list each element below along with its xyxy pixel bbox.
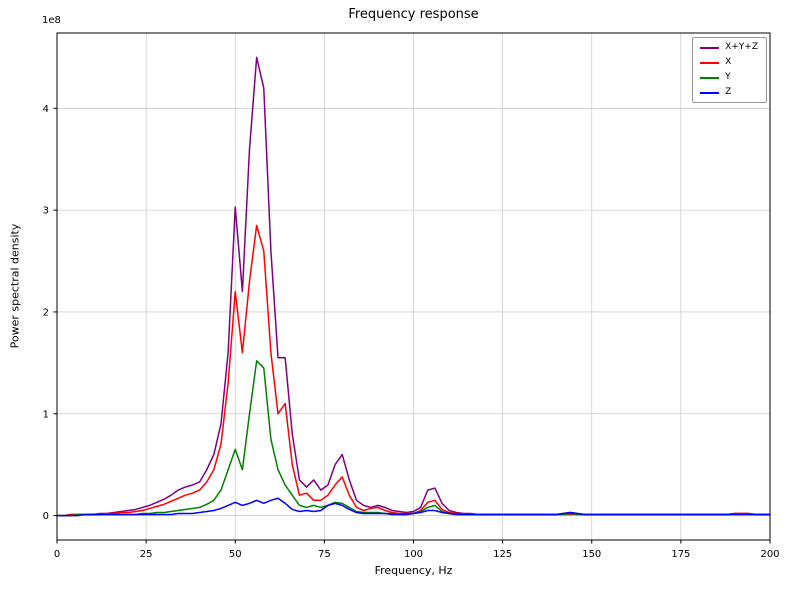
legend-line-sample bbox=[700, 46, 720, 49]
y-axis-offset-label: 1e8 bbox=[42, 15, 61, 26]
x-tick-label: 0 bbox=[54, 549, 60, 560]
y-tick-label: 3 bbox=[43, 206, 49, 217]
legend: X+Y+Z X Y Z bbox=[692, 37, 767, 103]
series-line-z bbox=[56, 497, 771, 517]
x-tick-label: 125 bbox=[493, 549, 512, 560]
x-tick-label: 175 bbox=[671, 549, 690, 560]
x-tick-label: 75 bbox=[318, 549, 331, 560]
x-tick-label: 25 bbox=[140, 549, 153, 560]
x-axis-label: Frequency, Hz bbox=[374, 564, 453, 577]
x-tick-label: 150 bbox=[582, 549, 601, 560]
y-tick-label: 4 bbox=[43, 104, 49, 115]
y-tick-label: 1 bbox=[43, 409, 49, 420]
y-tick-label: 0 bbox=[43, 511, 49, 522]
legend-line-sample bbox=[700, 76, 720, 79]
legend-label: X bbox=[725, 57, 732, 67]
legend-entry: X+Y+Z bbox=[700, 42, 758, 53]
legend-entry: Y bbox=[700, 72, 758, 83]
y-axis-label: Power spectral density bbox=[8, 223, 22, 349]
legend-entry: X bbox=[700, 57, 758, 68]
x-tick-label: 100 bbox=[404, 549, 423, 560]
x-tick-label: 200 bbox=[760, 549, 779, 560]
legend-line-sample bbox=[700, 61, 720, 64]
legend-label: Y bbox=[725, 72, 731, 82]
legend-label: Z bbox=[725, 87, 732, 97]
legend-label: X+Y+Z bbox=[725, 42, 758, 52]
chart-title: Frequency response bbox=[348, 7, 479, 22]
x-tick-label: 50 bbox=[229, 549, 242, 560]
y-tick-label: 2 bbox=[43, 307, 49, 318]
legend-line-sample bbox=[700, 91, 720, 94]
legend-entry: Z bbox=[700, 87, 758, 98]
